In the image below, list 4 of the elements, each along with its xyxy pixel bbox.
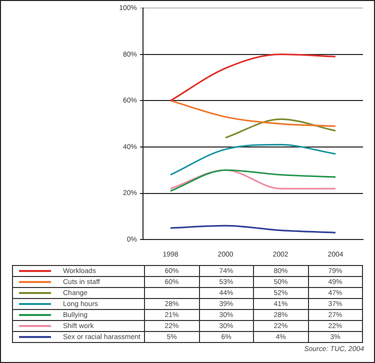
line-series bbox=[170, 224, 336, 234]
line-series bbox=[170, 144, 336, 176]
line-series bbox=[170, 100, 336, 127]
line-series bbox=[170, 54, 336, 102]
